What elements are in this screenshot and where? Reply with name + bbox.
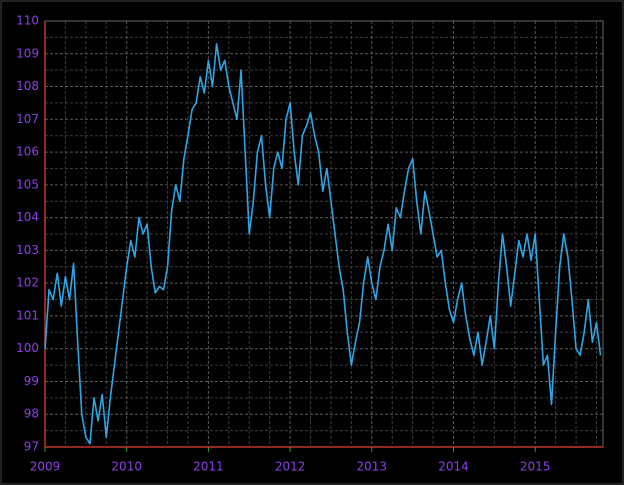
y-tick-label: 101 (16, 308, 39, 322)
y-tick-label: 104 (16, 210, 39, 224)
x-tick-label: 2009 (30, 460, 61, 474)
x-tick-label: 2012 (275, 460, 306, 474)
y-tick-label: 98 (24, 407, 39, 421)
y-tick-label: 110 (16, 14, 39, 28)
x-tick-label: 2015 (520, 460, 551, 474)
x-tick-label: 2011 (193, 460, 224, 474)
y-tick-label: 109 (16, 46, 39, 60)
x-tick-label: 2013 (357, 460, 388, 474)
y-tick-label: 103 (16, 243, 39, 257)
x-tick-label: 2010 (111, 460, 142, 474)
y-tick-label: 99 (24, 374, 39, 388)
y-tick-label: 105 (16, 177, 39, 191)
x-tick-label: 2014 (438, 460, 469, 474)
y-tick-label: 106 (16, 145, 39, 159)
y-tick-label: 107 (16, 112, 39, 126)
y-tick-label: 97 (24, 440, 39, 454)
y-tick-label: 102 (16, 276, 39, 290)
y-tick-label: 108 (16, 79, 39, 93)
y-tick-label: 100 (16, 341, 39, 355)
data-line (44, 43, 602, 445)
